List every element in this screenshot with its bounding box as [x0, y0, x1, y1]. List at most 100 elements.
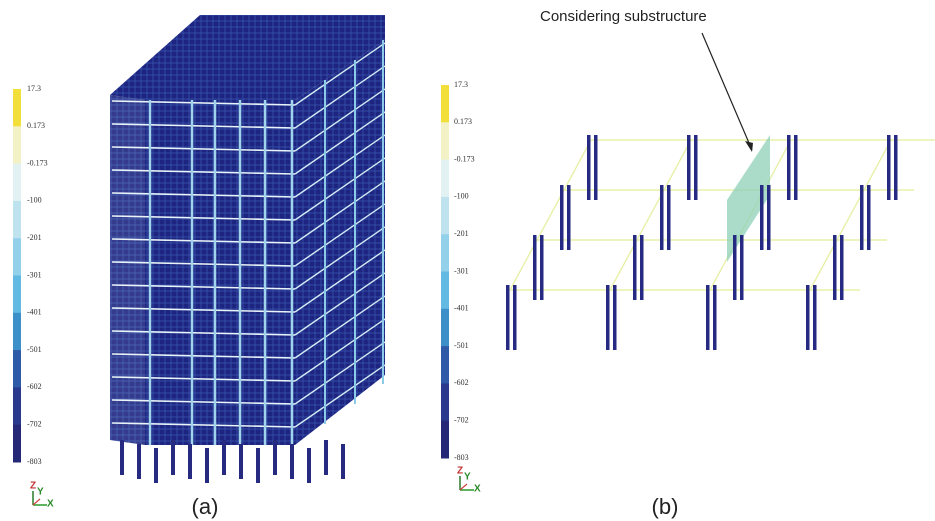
column-leg — [205, 448, 209, 483]
legend-swatch — [13, 276, 21, 314]
column — [587, 135, 591, 200]
column-leg — [324, 440, 328, 475]
column — [560, 185, 564, 250]
column — [733, 235, 737, 300]
legend-swatch — [13, 238, 21, 276]
legend-swatch — [13, 425, 21, 463]
panel-label: (b) — [652, 494, 679, 519]
column-leg — [239, 444, 243, 479]
beam — [510, 140, 591, 290]
column — [760, 185, 764, 250]
column — [860, 185, 864, 250]
legend-label: -401 — [454, 304, 469, 313]
column-leg — [273, 440, 277, 475]
axis-label: Y — [464, 472, 471, 483]
legend-label: 17.3 — [454, 80, 468, 89]
legend-swatch — [13, 164, 21, 202]
legend-swatch — [13, 313, 21, 351]
legend-swatch — [441, 272, 449, 310]
panel-label: (a) — [192, 494, 219, 519]
column-leg — [341, 444, 345, 479]
column — [867, 185, 871, 250]
legend-swatch — [441, 160, 449, 198]
axis-icon: ZYX — [30, 481, 54, 510]
figure: (a) (b) Considering substructure 17.3 0.1… — [0, 0, 935, 521]
color-legend: 17.30.173-0.173-100-201-301-401-501-602-… — [441, 80, 475, 462]
column — [833, 235, 837, 300]
legend-swatch — [13, 387, 21, 425]
column — [687, 135, 691, 200]
legend-swatch — [441, 85, 449, 123]
column — [506, 285, 510, 350]
legend-swatch — [441, 197, 449, 235]
legend-swatch — [13, 126, 21, 164]
column — [740, 235, 744, 300]
column — [813, 285, 817, 350]
column-leg — [290, 444, 294, 479]
column — [767, 185, 771, 250]
column — [633, 235, 637, 300]
column-leg — [137, 444, 141, 479]
column — [667, 185, 671, 250]
legend-swatch — [13, 350, 21, 388]
column — [806, 285, 810, 350]
legend-label: -0.173 — [454, 154, 475, 163]
axis-label: X — [474, 484, 481, 495]
building-model — [110, 15, 385, 483]
legend-label: -803 — [27, 457, 42, 466]
beam — [610, 140, 691, 290]
axis-icon: ZYX — [457, 466, 481, 495]
legend-label: -201 — [27, 233, 42, 242]
column-leg — [256, 448, 260, 483]
legend-swatch — [441, 309, 449, 347]
column-leg — [188, 444, 192, 479]
substructure-model — [506, 135, 935, 350]
arrow-head — [745, 141, 753, 152]
column — [787, 135, 791, 200]
legend-swatch — [13, 201, 21, 239]
column — [594, 135, 598, 200]
legend-swatch — [441, 234, 449, 272]
column — [660, 185, 664, 250]
column — [706, 285, 710, 350]
legend-label: -100 — [454, 192, 469, 201]
legend-label: -301 — [454, 266, 469, 275]
color-legend: 17.30.173-0.173-100-201-301-401-501-602-… — [13, 84, 48, 466]
legend-label: -401 — [27, 308, 42, 317]
column-leg — [171, 440, 175, 475]
legend-label: -803 — [454, 453, 469, 462]
legend-label: -501 — [27, 345, 42, 354]
front-face — [145, 100, 295, 445]
column — [894, 135, 898, 200]
column — [640, 235, 644, 300]
column — [513, 285, 517, 350]
legend-label: -0.173 — [27, 158, 48, 167]
legend-label: -100 — [27, 196, 42, 205]
column — [567, 185, 571, 250]
beam — [810, 140, 891, 290]
axis-label: Z — [457, 466, 463, 477]
legend-label: -702 — [27, 420, 42, 429]
axis-line — [460, 484, 467, 490]
column — [794, 135, 798, 200]
axis-label: Z — [30, 481, 36, 492]
legend-swatch — [441, 346, 449, 384]
column-leg — [307, 448, 311, 483]
legend-label: -301 — [27, 270, 42, 279]
right-face — [295, 40, 385, 445]
column — [540, 235, 544, 300]
column — [533, 235, 537, 300]
column — [694, 135, 698, 200]
annotation-arrow — [702, 33, 752, 150]
legend-label: -501 — [454, 341, 469, 350]
legend-label: 17.3 — [27, 84, 41, 93]
legend-label: -602 — [27, 382, 42, 391]
legend-label: 0.173 — [454, 117, 472, 126]
column — [840, 235, 844, 300]
axis-label: X — [47, 499, 54, 510]
legend-swatch — [13, 89, 21, 127]
column-leg — [222, 440, 226, 475]
annotation: Considering substructure — [540, 8, 707, 25]
legend-label: -702 — [454, 416, 469, 425]
axis-line — [33, 499, 40, 505]
